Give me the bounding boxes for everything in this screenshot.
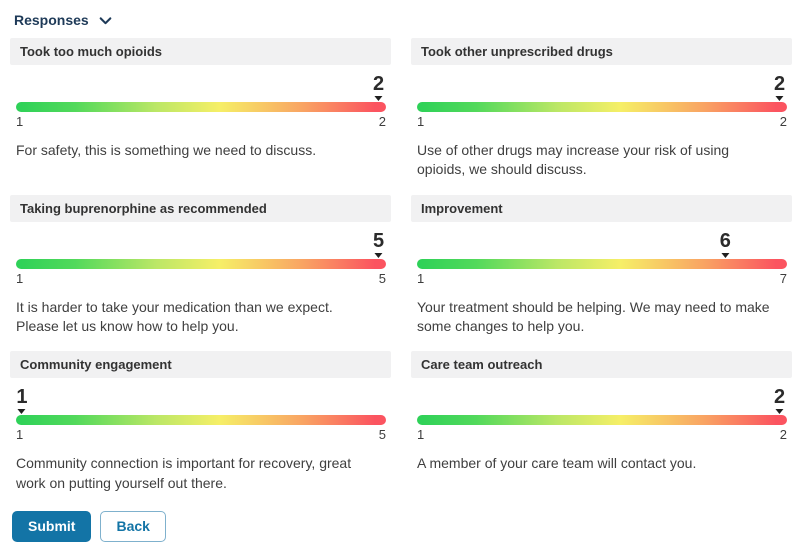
range-min-label: 1 — [16, 114, 24, 129]
slider-marker-area: 6 — [417, 224, 787, 259]
card-title: Care team outreach — [411, 351, 792, 379]
slider-marker: 5 — [373, 229, 385, 258]
card-title: Taking buprenorphine as recommended — [10, 194, 391, 222]
feedback-message: Community connection is important for re… — [16, 455, 352, 491]
responses-section-label: Responses — [14, 12, 89, 28]
feedback-message: Use of other drugs may increase your ris… — [417, 142, 730, 178]
response-card-community-engagement: Community engagement 1 1 5 Community con… — [10, 351, 391, 493]
feedback-message: It is harder to take your medication tha… — [16, 298, 333, 334]
slider-marker: 1 — [16, 386, 28, 415]
card-body: 5 1 5 It is harder to take your medicati… — [10, 222, 391, 337]
card-title: Improvement — [411, 194, 792, 222]
responses-section-toggle[interactable]: Responses — [10, 8, 117, 38]
range-labels: 1 7 — [417, 271, 787, 286]
slider-marker-area: 1 — [16, 380, 386, 415]
range-min-label: 1 — [417, 427, 425, 443]
marker-arrow-icon — [374, 96, 383, 101]
range-labels: 1 2 — [417, 427, 787, 442]
range-min-label: 1 — [417, 114, 425, 129]
response-card-care-team-outreach: Care team outreach 2 1 2 A member of you… — [411, 351, 792, 493]
slider-value: 6 — [719, 229, 731, 252]
back-button[interactable]: Back — [100, 510, 166, 542]
marker-arrow-icon — [775, 409, 784, 415]
response-card-took-other-unprescribed-drugs: Took other unprescribed drugs 2 1 2 Use … — [411, 38, 792, 180]
card-body: 2 1 2 A member of your care team will co… — [411, 378, 792, 473]
slider-marker-area: 2 — [417, 380, 787, 415]
score-slider-track[interactable] — [16, 415, 386, 426]
range-max-label: 2 — [378, 114, 386, 129]
chevron-down-icon — [98, 12, 113, 28]
range-min-label: 1 — [16, 270, 24, 286]
form-actions: Submit Back — [10, 509, 792, 552]
score-slider-track[interactable] — [417, 258, 787, 269]
range-max-label: 2 — [779, 427, 787, 443]
slider-marker-area: 2 — [417, 67, 787, 102]
response-card-taking-buprenorphine: Taking buprenorphine as recommended 5 1 … — [10, 194, 391, 337]
card-body: 2 1 2 For safety, this is something we n… — [10, 65, 391, 160]
responses-grid: Took too much opioids 2 1 2 For safety, … — [10, 38, 792, 493]
card-body: 6 1 7 Your treatment should be helping. … — [411, 222, 792, 337]
score-slider-track[interactable] — [16, 258, 386, 269]
slider-value: 1 — [16, 386, 28, 409]
range-min-label: 1 — [16, 427, 24, 443]
marker-arrow-icon — [374, 252, 383, 258]
range-labels: 1 2 — [417, 114, 787, 129]
slider-value: 5 — [373, 229, 385, 252]
feedback-message: A member of your care team will contact … — [417, 455, 697, 472]
response-card-took-too-much-opioids: Took too much opioids 2 1 2 For safety, … — [10, 38, 391, 180]
slider-value: 2 — [774, 386, 786, 409]
marker-arrow-icon — [775, 96, 784, 101]
range-max-label: 5 — [378, 270, 386, 286]
score-slider-track[interactable] — [417, 102, 787, 112]
slider-marker: 2 — [774, 74, 785, 101]
marker-arrow-icon — [721, 252, 730, 258]
score-slider-track[interactable] — [16, 102, 386, 112]
slider-marker: 2 — [373, 74, 384, 101]
submit-button[interactable]: Submit — [12, 510, 92, 542]
range-min-label: 1 — [417, 270, 425, 286]
slider-marker-area: 5 — [16, 224, 386, 259]
range-max-label: 5 — [378, 427, 386, 443]
card-title: Took too much opioids — [10, 38, 391, 65]
range-max-label: 7 — [779, 270, 787, 286]
feedback-message: Your treatment should be helping. We may… — [417, 298, 770, 334]
score-slider-track[interactable] — [417, 415, 787, 426]
card-body: 2 1 2 Use of other drugs may increase yo… — [411, 65, 792, 180]
slider-value: 2 — [373, 73, 385, 95]
slider-marker: 6 — [719, 229, 731, 258]
card-title: Community engagement — [10, 351, 391, 379]
slider-value: 2 — [774, 73, 786, 95]
card-title: Took other unprescribed drugs — [411, 38, 792, 65]
range-labels: 1 5 — [16, 271, 386, 286]
range-labels: 1 2 — [16, 114, 386, 129]
slider-marker-area: 2 — [16, 67, 386, 102]
range-max-label: 2 — [779, 114, 787, 129]
range-labels: 1 5 — [16, 427, 386, 442]
slider-marker: 2 — [774, 386, 786, 415]
response-card-improvement: Improvement 6 1 7 Your treatment should … — [411, 194, 792, 337]
feedback-message: For safety, this is something we need to… — [16, 142, 317, 158]
card-body: 1 1 5 Community connection is important … — [10, 378, 391, 493]
marker-arrow-icon — [17, 409, 26, 415]
